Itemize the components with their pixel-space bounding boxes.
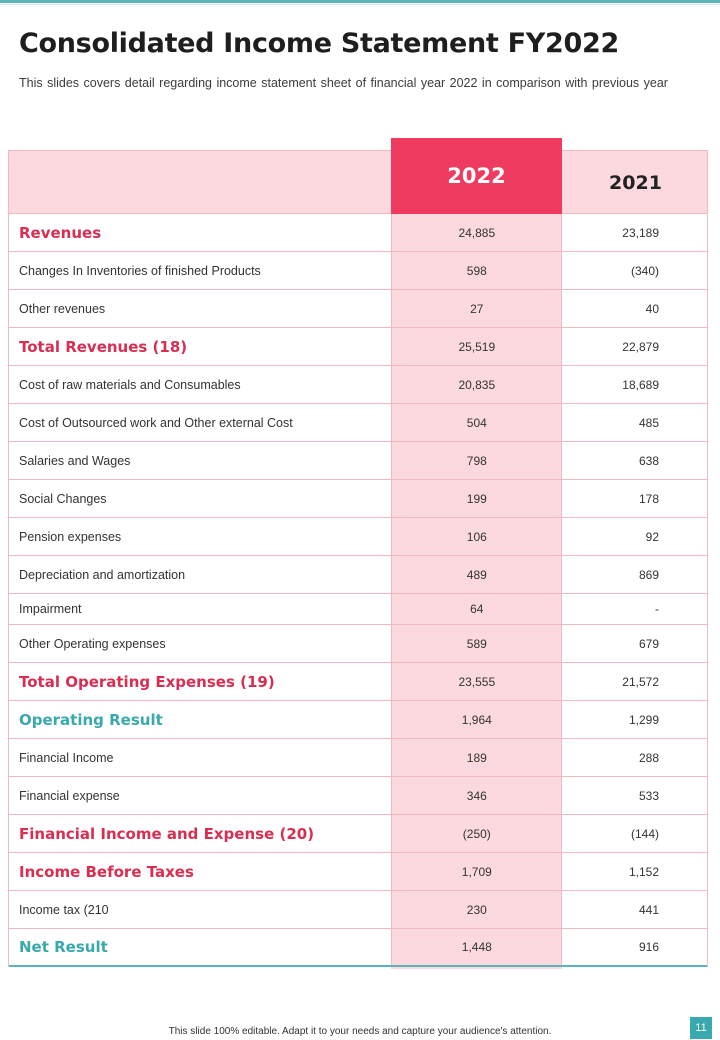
row-label: Other revenues <box>19 301 106 316</box>
value-2022: 230 <box>391 891 563 928</box>
value-2021: 1,152 <box>628 864 659 879</box>
value-2022: 20,835 <box>391 366 563 403</box>
value-2021: (144) <box>630 826 659 841</box>
table-row: Pension expenses 106 92 <box>9 518 707 556</box>
value-2021: 288 <box>638 750 659 765</box>
table-row: Other revenues 27 40 <box>9 290 707 328</box>
current-year-column-band <box>391 214 562 969</box>
row-label: Pension expenses <box>19 529 122 544</box>
footer-note: This slide 100% editable. Adapt it to yo… <box>168 1026 552 1037</box>
value-2022: 346 <box>391 777 563 814</box>
column-header-2021: 2021 <box>609 172 662 194</box>
value-2021: 869 <box>638 567 659 582</box>
row-label: Operating Result <box>19 710 163 729</box>
table-row: Income Before Taxes 1,709 1,152 <box>9 853 707 891</box>
row-label: Financial Income and Expense (20) <box>19 824 315 843</box>
value-2021: (340) <box>630 263 659 278</box>
value-2021: 533 <box>638 788 659 803</box>
value-2021: 18,689 <box>622 377 659 392</box>
row-label: Cost of Outsourced work and Other extern… <box>19 415 293 430</box>
value-2022: 189 <box>391 739 563 776</box>
table-row: Other Operating expenses 589 679 <box>9 625 707 663</box>
table-row: Net Result 1,448 916 <box>9 929 707 967</box>
page-number: 11 <box>690 1017 712 1039</box>
value-2022: 1,964 <box>391 701 563 738</box>
value-2021: 679 <box>638 636 659 651</box>
table-row: Operating Result 1,964 1,299 <box>9 701 707 739</box>
value-2022: 598 <box>391 252 563 289</box>
value-2021: 485 <box>638 415 659 430</box>
row-label: Financial Income <box>19 750 114 765</box>
row-label: Depreciation and amortization <box>19 567 186 582</box>
row-label: Income tax (210 <box>19 902 109 917</box>
row-label: Other Operating expenses <box>19 636 166 651</box>
table-row: Financial Income 189 288 <box>9 739 707 777</box>
value-2022: (250) <box>391 815 563 852</box>
value-2021: 21,572 <box>622 674 659 689</box>
value-2021: 1,299 <box>628 712 659 727</box>
table-row: Depreciation and amortization 489 869 <box>9 556 707 594</box>
value-2022: 23,555 <box>391 663 563 700</box>
value-2021: 441 <box>638 902 659 917</box>
value-2022: 1,448 <box>391 929 563 965</box>
value-2022: 798 <box>391 442 563 479</box>
table-row: Total Revenues (18) 25,519 22,879 <box>9 328 707 366</box>
column-header-2022: 2022 <box>391 138 562 214</box>
table-row: Changes In Inventories of finished Produ… <box>9 252 707 290</box>
table-row: Cost of Outsourced work and Other extern… <box>9 404 707 442</box>
row-label: Social Changes <box>19 491 107 506</box>
row-label: Changes In Inventories of finished Produ… <box>19 263 261 278</box>
row-label: Salaries and Wages <box>19 453 131 468</box>
page-title: Consolidated Income Statement FY2022 <box>19 28 619 59</box>
table-row: Revenues 24,885 23,189 <box>9 214 707 252</box>
value-2021: 92 <box>645 529 659 544</box>
value-2022: 24,885 <box>391 214 563 251</box>
table-row: Impairment 64 - <box>9 594 707 625</box>
table-row: Financial expense 346 533 <box>9 777 707 815</box>
value-2022: 27 <box>391 290 563 327</box>
row-label: Total Operating Expenses (19) <box>19 672 275 691</box>
value-2022: 1,709 <box>391 853 563 890</box>
row-label: Net Result <box>19 938 108 956</box>
table-row: Cost of raw materials and Consumables 20,… <box>9 366 707 404</box>
page-subtitle: This slides covers detail regarding inco… <box>19 76 668 90</box>
value-2021: 916 <box>638 940 659 954</box>
table-row: Total Operating Expenses (19) 23,555 21,57… <box>9 663 707 701</box>
row-label: Income Before Taxes <box>19 862 194 881</box>
table-row: Salaries and Wages 798 638 <box>9 442 707 480</box>
value-2022: 489 <box>391 556 563 593</box>
value-2022: 64 <box>391 594 563 624</box>
row-label: Total Revenues (18) <box>19 337 188 356</box>
table-row: Social Changes 199 178 <box>9 480 707 518</box>
value-2022: 106 <box>391 518 563 555</box>
value-2022: 25,519 <box>391 328 563 365</box>
value-2022: 199 <box>391 480 563 517</box>
row-label: Cost of raw materials and Consumables <box>19 377 241 392</box>
table-row: Financial Income and Expense (20) (250) (1… <box>9 815 707 853</box>
value-2021: 22,879 <box>622 339 659 354</box>
row-label: Impairment <box>19 602 82 616</box>
value-2021: 23,189 <box>622 225 659 240</box>
value-2021: 178 <box>638 491 659 506</box>
value-2021: 40 <box>645 301 659 316</box>
row-label: Revenues <box>19 223 102 242</box>
top-thin-rule <box>0 4 720 5</box>
value-2021: - <box>655 602 659 616</box>
row-label: Financial expense <box>19 788 120 803</box>
value-2021: 638 <box>638 453 659 468</box>
top-accent-rule <box>0 0 720 3</box>
table-header-row <box>8 150 708 214</box>
value-2022: 589 <box>391 625 563 662</box>
value-2022: 504 <box>391 404 563 441</box>
table-row: Income tax (210 230 441 <box>9 891 707 929</box>
income-statement-table: Revenues 24,885 23,189 Changes In Inventori… <box>8 214 708 967</box>
